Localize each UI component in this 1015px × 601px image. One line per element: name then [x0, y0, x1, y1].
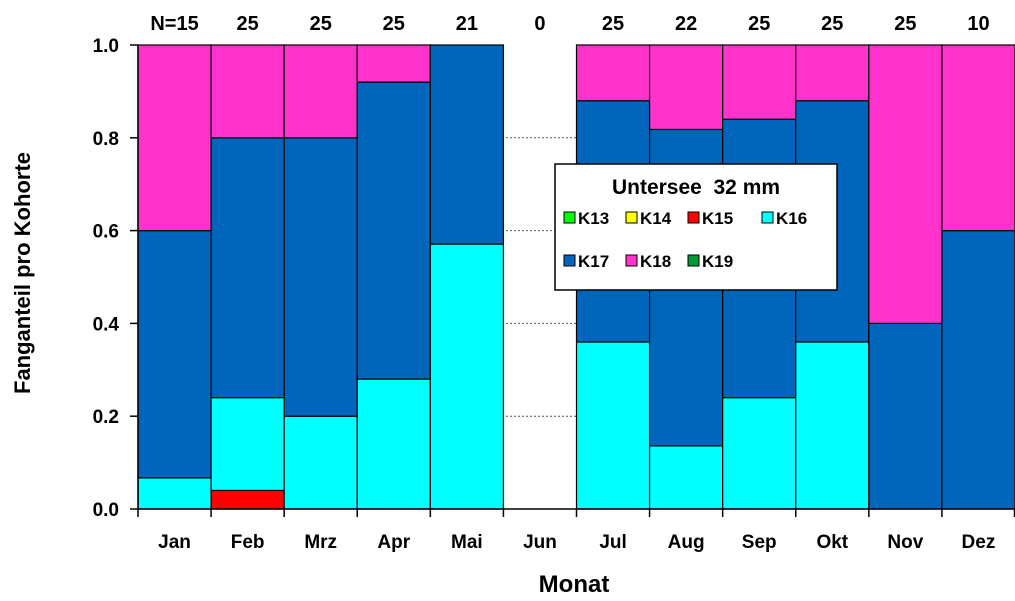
y-ticks: 0.0 0.2 0.4 0.6 0.8 1.0 [93, 36, 120, 521]
bar-segment-k17-mrz [283, 137, 358, 417]
x-tick-label: Feb [231, 532, 265, 553]
sample-size-label: 22 [675, 13, 697, 35]
legend-label-k18: K18 [640, 252, 671, 271]
bar-segment-k16-apr [356, 378, 431, 510]
bar-segment-k17-jan [137, 230, 212, 479]
legend-label-k15: K15 [702, 209, 733, 228]
x-tick-label: Apr [377, 532, 410, 553]
legend-swatch-k18 [625, 254, 638, 267]
bar-segment-k18-sep [722, 44, 797, 120]
legend-title: Untersee 32 mm [612, 176, 780, 199]
bar-segment-k15-feb [210, 489, 285, 510]
y-tick-label: 0.4 [93, 314, 120, 335]
bar-segment-k17-mai [429, 44, 505, 245]
bar-segment-k17-feb [210, 137, 285, 399]
sample-size-label: N=15 [150, 13, 198, 35]
bar-segment-k16-aug [648, 445, 724, 510]
bar-segment-k18-aug [648, 44, 724, 131]
x-tick-label: Jul [599, 532, 626, 553]
bar-segment-k17-apr [356, 81, 431, 380]
sample-size-labels: N=15 25 25 25 21 0 25 22 25 25 25 10 [150, 13, 989, 35]
bar-segment-k18-jul [575, 44, 651, 102]
legend-label-k17: K17 [578, 252, 609, 271]
x-ticks: Jan Feb Mrz Apr Mai Jun Jul Aug Sep Okt Nov Dez [158, 532, 995, 553]
x-axis-label: Monat [539, 571, 610, 598]
bar-segment-k16-mrz [283, 415, 358, 510]
legend-items: K13 K14 K15 K16 K17 K18 K19 [563, 209, 807, 271]
x-tick-label: Jun [523, 532, 557, 553]
bar-segment-k18-nov [868, 44, 943, 324]
x-tick-label: Dez [962, 532, 996, 553]
sample-size-label: 10 [967, 13, 989, 35]
bar-segment-k17-nov [868, 322, 943, 510]
sample-size-label: 25 [894, 13, 916, 35]
bar-segment-k18-feb [210, 44, 285, 139]
y-tick-label: 0.0 [93, 500, 119, 521]
sample-size-label: 25 [821, 13, 843, 35]
x-tick-label: Sep [742, 532, 777, 553]
legend-swatch-k19 [687, 254, 700, 267]
legend-swatch-k14 [625, 211, 638, 224]
y-tick-label: 0.2 [93, 407, 119, 428]
bar-segment-k16-mai [429, 243, 505, 510]
x-tick-label: Mrz [304, 532, 337, 553]
legend: Untersee 32 mm K13 K14 K15 K16 K17 K18 K19 [554, 163, 838, 291]
x-tick-label: Nov [887, 532, 923, 553]
bar-segment-k16-feb [210, 397, 285, 492]
bar-segment-k18-dez [941, 44, 1015, 232]
legend-swatch-k13 [563, 211, 576, 224]
bar-segment-k18-okt [795, 44, 870, 102]
bar-segment-k16-jan [137, 477, 212, 510]
legend-swatch-k16 [761, 211, 774, 224]
y-tick-label: 0.6 [93, 222, 119, 243]
legend-label-k13: K13 [578, 209, 609, 228]
x-tick-label: Mai [451, 532, 483, 553]
x-tick-label: Aug [668, 532, 705, 553]
legend-label-k16: K16 [776, 209, 807, 228]
bar-segment-k17-dez [941, 230, 1015, 510]
sample-size-label: 25 [237, 13, 259, 35]
bar-segment-k16-sep [722, 397, 797, 510]
sample-size-label: 25 [383, 13, 405, 35]
sample-size-label: 0 [534, 13, 545, 35]
legend-label-k14: K14 [640, 209, 672, 228]
legend-label-k19: K19 [702, 252, 733, 271]
y-axis-label: Fanganteil pro Kohorte [10, 152, 35, 394]
legend-box [554, 163, 838, 291]
x-tick-label: Okt [816, 532, 848, 553]
sample-size-label: 25 [748, 13, 770, 35]
x-tick-label: Jan [158, 532, 191, 553]
bar-segment-k18-jan [137, 44, 212, 232]
bar-segment-k18-apr [356, 44, 431, 83]
axes [130, 44, 1015, 517]
y-tick-label: 0.8 [93, 129, 119, 150]
y-tick-label: 1.0 [93, 36, 119, 57]
sample-size-label: 25 [602, 13, 624, 35]
bar-segment-k16-okt [795, 341, 870, 510]
bar-segment-k18-mrz [283, 44, 358, 139]
legend-swatch-k17 [563, 254, 576, 267]
bar-segment-k16-jul [575, 341, 651, 510]
sample-size-label: 21 [456, 13, 478, 35]
legend-swatch-k15 [687, 211, 700, 224]
sample-size-label: 25 [310, 13, 332, 35]
